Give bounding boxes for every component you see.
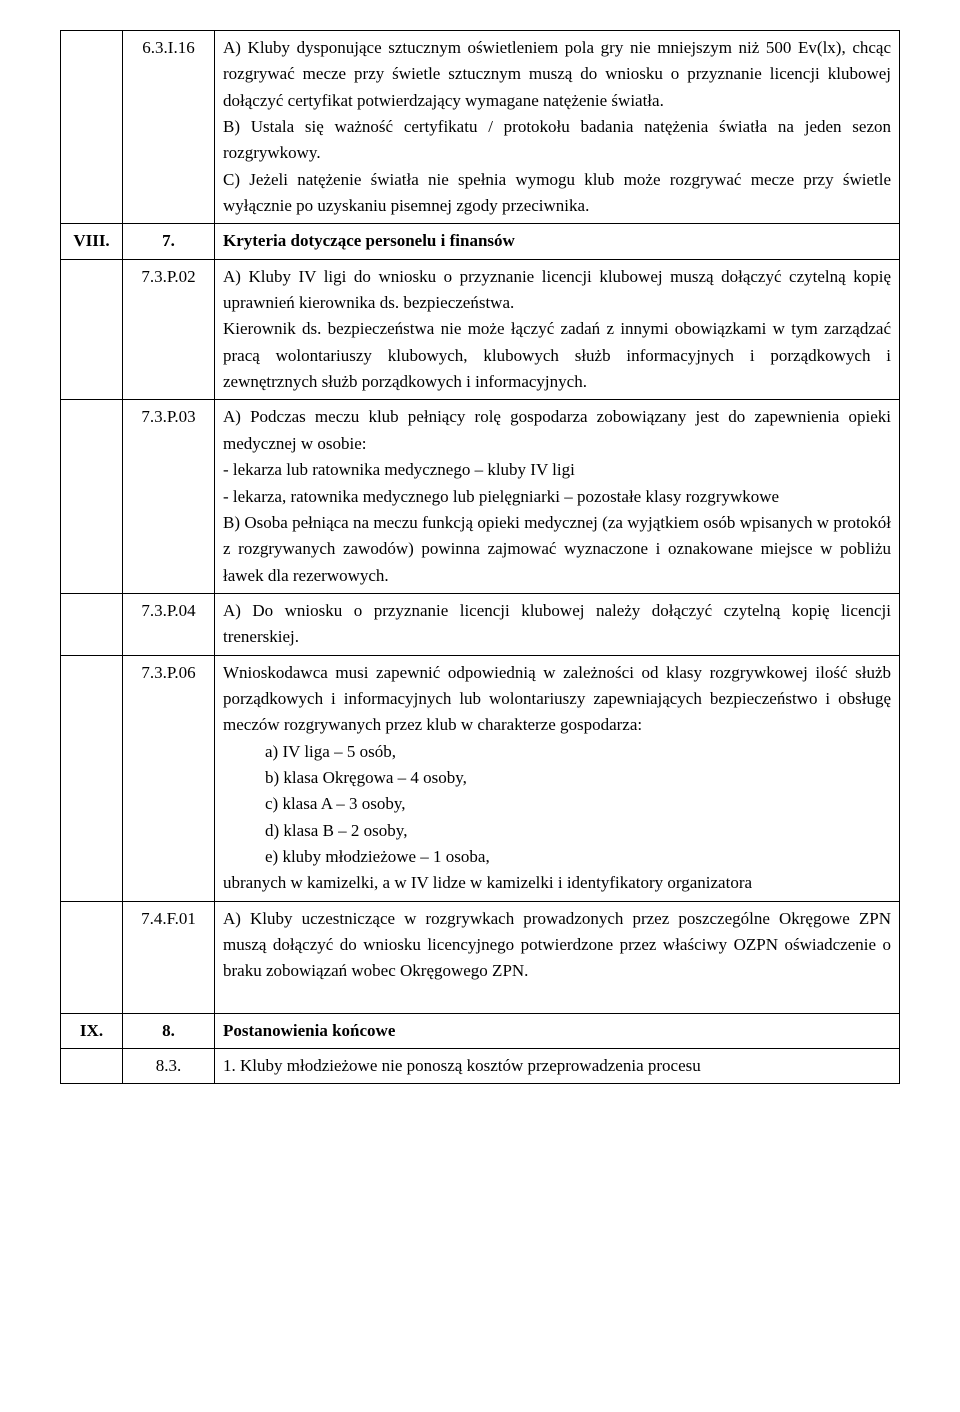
table-row: VIII. 7. Kryteria dotyczące personelu i … bbox=[61, 224, 900, 259]
cell-col2: 7.3.P.06 bbox=[123, 655, 215, 901]
cell-col1: IX. bbox=[61, 1013, 123, 1048]
cell-col2: 7.3.P.02 bbox=[123, 259, 215, 400]
regulations-table: 6.3.I.16 A) Kluby dysponujące sztucznym … bbox=[60, 30, 900, 1084]
table-row: 7.3.P.03 A) Podczas meczu klub pełniący … bbox=[61, 400, 900, 593]
cell-col1: VIII. bbox=[61, 224, 123, 259]
list-item: d) klasa B – 2 osoby, bbox=[223, 818, 891, 844]
table-row: 8.3. 1. Kluby młodzieżowe nie ponoszą ko… bbox=[61, 1049, 900, 1084]
outro-text: ubranych w kamizelki, a w IV lidze w kam… bbox=[223, 870, 891, 896]
cell-content: A) Do wniosku o przyznanie licencji klub… bbox=[215, 593, 900, 655]
cell-content: A) Kluby dysponujące sztucznym oświetlen… bbox=[215, 31, 900, 224]
table-row: 7.3.P.02 A) Kluby IV ligi do wniosku o p… bbox=[61, 259, 900, 400]
cell-content: A) Kluby uczestniczące w rozgrywkach pro… bbox=[215, 901, 900, 1013]
list-item: b) klasa Okręgowa – 4 osoby, bbox=[223, 765, 891, 791]
cell-col2: 8.3. bbox=[123, 1049, 215, 1084]
table-row: 7.4.F.01 A) Kluby uczestniczące w rozgry… bbox=[61, 901, 900, 1013]
cell-col1 bbox=[61, 259, 123, 400]
cell-col2: 8. bbox=[123, 1013, 215, 1048]
cell-col1 bbox=[61, 1049, 123, 1084]
cell-content: Postanowienia końcowe bbox=[215, 1013, 900, 1048]
cell-content: Kryteria dotyczące personelu i finansów bbox=[215, 224, 900, 259]
cell-content: A) Kluby IV ligi do wniosku o przyznanie… bbox=[215, 259, 900, 400]
cell-col1 bbox=[61, 31, 123, 224]
list-item: c) klasa A – 3 osoby, bbox=[223, 791, 891, 817]
cell-col2: 7.4.F.01 bbox=[123, 901, 215, 1013]
table-row: IX. 8. Postanowienia końcowe bbox=[61, 1013, 900, 1048]
cell-col2: 7.3.P.03 bbox=[123, 400, 215, 593]
cell-col1 bbox=[61, 400, 123, 593]
cell-col1 bbox=[61, 593, 123, 655]
table-row: 7.3.P.04 A) Do wniosku o przyznanie lice… bbox=[61, 593, 900, 655]
cell-content: A) Podczas meczu klub pełniący rolę gosp… bbox=[215, 400, 900, 593]
list-item: a) IV liga – 5 osób, bbox=[223, 739, 891, 765]
cell-col1 bbox=[61, 655, 123, 901]
cell-col1 bbox=[61, 901, 123, 1013]
cell-col2: 6.3.I.16 bbox=[123, 31, 215, 224]
table-row: 6.3.I.16 A) Kluby dysponujące sztucznym … bbox=[61, 31, 900, 224]
cell-col2: 7.3.P.04 bbox=[123, 593, 215, 655]
cell-content: Wnioskodawca musi zapewnić odpowiednią w… bbox=[215, 655, 900, 901]
cell-content: 1. Kluby młodzieżowe nie ponoszą kosztów… bbox=[215, 1049, 900, 1084]
table-row: 7.3.P.06 Wnioskodawca musi zapewnić odpo… bbox=[61, 655, 900, 901]
list-item: e) kluby młodzieżowe – 1 osoba, bbox=[223, 844, 891, 870]
cell-col2: 7. bbox=[123, 224, 215, 259]
intro-text: Wnioskodawca musi zapewnić odpowiednią w… bbox=[223, 660, 891, 739]
